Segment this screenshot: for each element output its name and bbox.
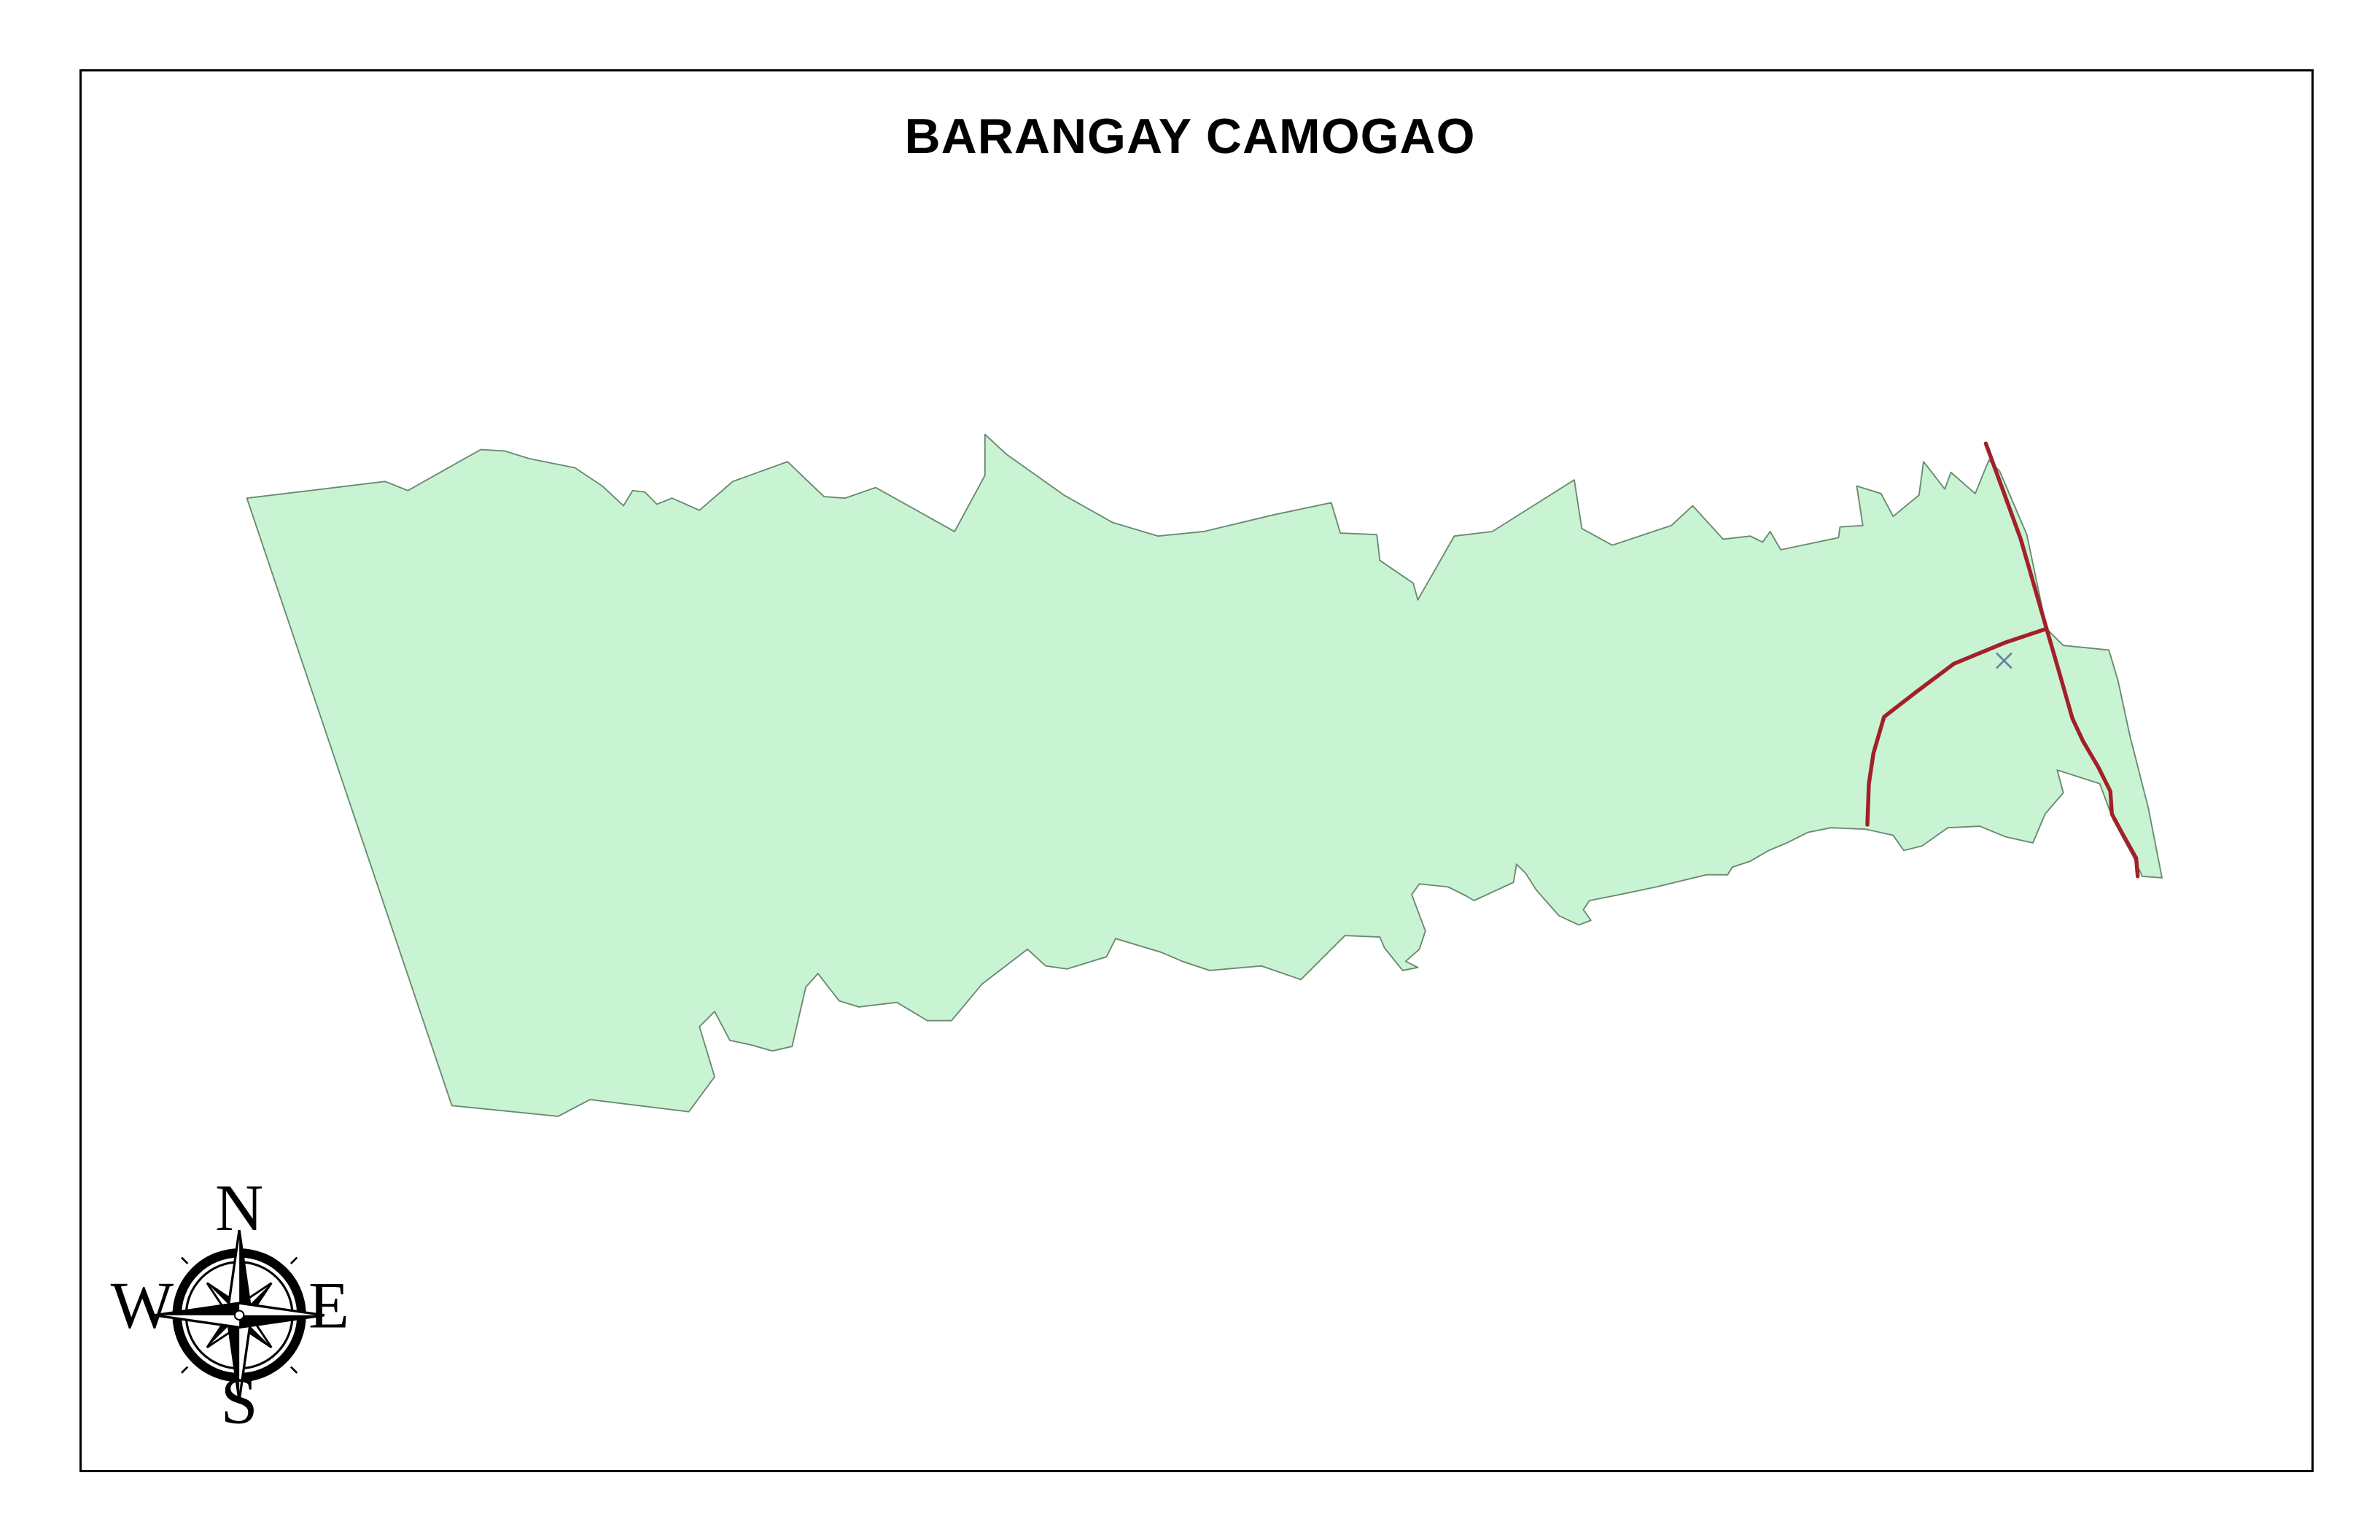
road-main[interactable] bbox=[1983, 441, 2140, 879]
map-title: BARANGAY CAMOGAO bbox=[904, 109, 1476, 164]
compass-east-label: E bbox=[308, 1267, 349, 1342]
road-branch[interactable] bbox=[1865, 626, 2049, 827]
x-marker-icon[interactable] bbox=[1996, 652, 2012, 669]
compass-south-label: S bbox=[221, 1364, 258, 1438]
compass-rose-icon bbox=[154, 1229, 325, 1401]
compass-west-label: W bbox=[111, 1267, 174, 1342]
road-network bbox=[1865, 441, 2140, 879]
compass-north-label: N bbox=[215, 1170, 263, 1245]
barangay-boundary[interactable] bbox=[246, 433, 2163, 1117]
